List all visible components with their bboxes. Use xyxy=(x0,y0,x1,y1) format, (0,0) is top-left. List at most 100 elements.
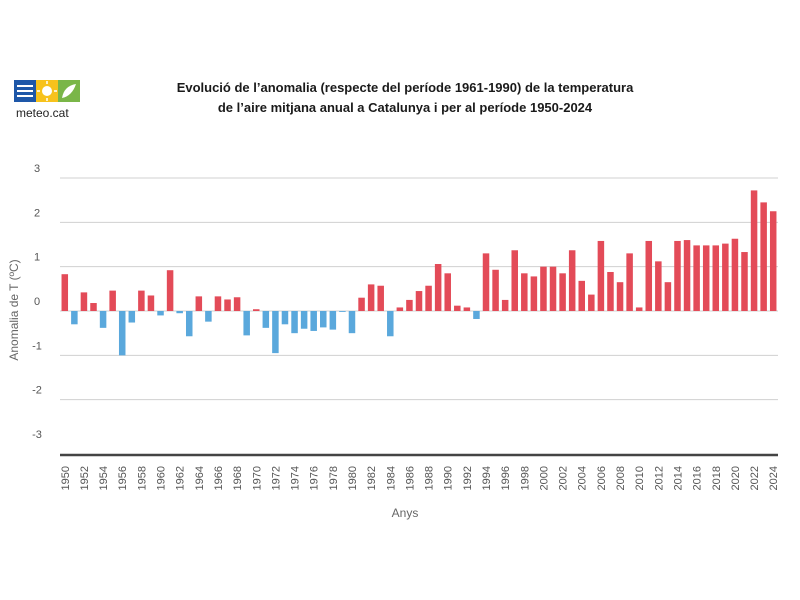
x-tick-label: 2020 xyxy=(730,466,742,490)
bar-1954 xyxy=(99,311,107,328)
x-axis-title: Anys xyxy=(392,506,419,520)
bar-2000 xyxy=(540,266,547,311)
y-tick-label: 1 xyxy=(34,252,40,264)
x-tick-label: 2016 xyxy=(692,466,704,490)
bar-1976 xyxy=(310,311,317,331)
x-tick-label: 1968 xyxy=(232,466,244,490)
bar-2021 xyxy=(741,252,748,311)
bar-1982 xyxy=(367,284,375,311)
bar-1996 xyxy=(501,299,509,311)
bar-1973 xyxy=(281,311,289,325)
x-tick-label: 1966 xyxy=(213,466,225,490)
y-tick-label: -1 xyxy=(32,340,42,352)
x-tick-label: 1982 xyxy=(366,466,378,490)
x-tick-label: 1978 xyxy=(328,466,340,490)
bar-1985 xyxy=(396,307,404,311)
bar-1953 xyxy=(90,303,97,311)
bar-2016 xyxy=(693,245,700,311)
bar-1955 xyxy=(109,290,116,311)
x-tick-label: 1962 xyxy=(175,466,187,490)
bar-1958 xyxy=(138,290,145,311)
bar-1995 xyxy=(492,269,499,311)
bar-2012 xyxy=(655,261,662,311)
bar-2005 xyxy=(588,294,595,311)
bar-2003 xyxy=(568,250,576,311)
x-tick-label: 2018 xyxy=(711,466,723,490)
x-tick-label: 1958 xyxy=(136,466,148,490)
x-tick-label: 1998 xyxy=(519,466,531,490)
bar-1968 xyxy=(233,297,241,311)
bar-1969 xyxy=(243,311,250,336)
x-tick-label: 1990 xyxy=(443,466,455,490)
bar-1964 xyxy=(195,296,203,311)
bar-1990 xyxy=(444,273,451,311)
chart-title-line-1: Evolució de l’anomalia (respecte del per… xyxy=(176,80,634,95)
bar-1979 xyxy=(339,311,346,312)
bar-1978 xyxy=(329,311,337,330)
x-tick-label: 2006 xyxy=(596,466,608,490)
bar-1994 xyxy=(482,253,490,311)
x-tick-label: 2024 xyxy=(768,466,780,490)
x-tick-label: 1952 xyxy=(79,466,91,490)
bar-2017 xyxy=(702,245,710,311)
bar-1959 xyxy=(147,295,155,311)
bar-2022 xyxy=(750,190,758,311)
y-tick-label: 3 xyxy=(34,163,40,175)
bar-1986 xyxy=(406,299,413,311)
bar-1988 xyxy=(425,285,432,311)
bar-1967 xyxy=(224,299,231,311)
x-axis-tick-labels: 1950 1952 1954 1956 1958 1960 1962 1964 1966 1968… xyxy=(60,466,780,490)
x-tick-label: 1964 xyxy=(194,466,206,490)
meteocat-logo: meteo.cat xyxy=(14,80,80,120)
x-tick-label: 1996 xyxy=(500,466,512,490)
bar-1999 xyxy=(530,276,538,311)
logo-text: meteo.cat xyxy=(16,106,69,120)
bar-2018 xyxy=(712,245,720,311)
bar-2007 xyxy=(607,271,614,311)
x-tick-label: 2010 xyxy=(634,466,646,490)
x-tick-label: 2012 xyxy=(653,466,665,490)
bar-1998 xyxy=(521,273,528,311)
bar-2006 xyxy=(597,240,605,311)
y-tick-label: 2 xyxy=(34,207,40,219)
x-tick-label: 2004 xyxy=(577,466,589,490)
x-tick-label: 1954 xyxy=(98,466,110,490)
bar-1963 xyxy=(185,311,193,337)
bar-1965 xyxy=(205,311,212,322)
y-tick-label: -2 xyxy=(32,385,42,397)
bar-2024 xyxy=(769,211,777,311)
y-tick-label: -3 xyxy=(32,429,42,441)
bar-1972 xyxy=(272,311,279,354)
bar-1997 xyxy=(511,250,518,311)
x-tick-label: 1970 xyxy=(251,466,263,490)
chart-title-line-2: de l’aire mitjana anual a Catalunya i pe… xyxy=(217,100,593,115)
bar-1987 xyxy=(415,291,423,311)
bar-1989 xyxy=(434,264,442,311)
bar-1956 xyxy=(118,311,126,356)
bar-1961 xyxy=(166,270,174,311)
x-tick-label: 2002 xyxy=(558,466,570,490)
bar-1977 xyxy=(320,311,327,328)
bar-2009 xyxy=(626,253,633,311)
bar-1984 xyxy=(387,311,394,337)
bar-2008 xyxy=(616,282,624,311)
bar-2013 xyxy=(664,282,672,311)
x-tick-label: 1980 xyxy=(347,466,359,490)
bar-2015 xyxy=(683,240,691,311)
bar-1991 xyxy=(454,305,461,311)
x-tick-label: 1976 xyxy=(309,466,321,490)
x-tick-label: 1972 xyxy=(270,466,282,490)
bar-1981 xyxy=(358,297,365,311)
x-tick-label: 1960 xyxy=(156,466,168,490)
bar-2001 xyxy=(549,266,557,311)
y-axis-title: Anomalia de T (ºC) xyxy=(7,259,21,360)
bar-2014 xyxy=(674,240,681,311)
x-tick-label: 2022 xyxy=(749,466,761,490)
bar-1950 xyxy=(61,274,69,311)
bar-1971 xyxy=(262,311,270,328)
x-tick-label: 1994 xyxy=(481,466,493,490)
x-tick-label: 1984 xyxy=(385,466,397,490)
bar-1983 xyxy=(377,285,384,311)
bar-2023 xyxy=(760,202,767,311)
